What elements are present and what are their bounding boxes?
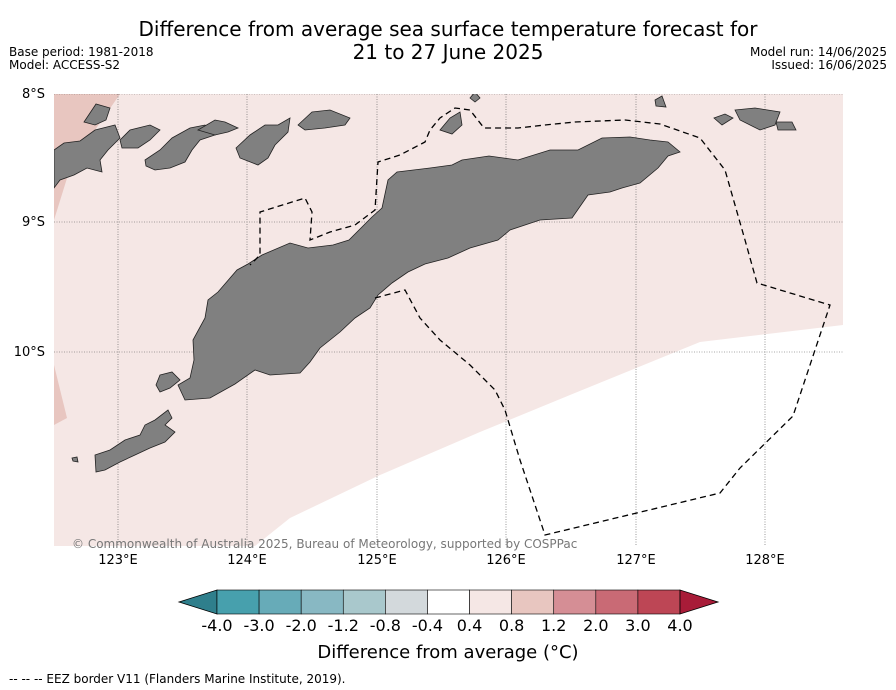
colorbar-segment: [469, 589, 512, 615]
island-babar: [734, 107, 781, 131]
colorbar-segment: [216, 589, 260, 615]
meta-right: Model run: 14/06/2025 Issued: 16/06/2025: [750, 46, 887, 72]
colorbar-tick-label: -4.0: [201, 616, 233, 635]
colorbar-tick-label: -3.0: [243, 616, 275, 635]
colorbar-tick-label: -0.4: [411, 616, 444, 635]
island-semau: [155, 371, 181, 393]
colorbar-label: Difference from average (°C): [0, 642, 896, 663]
colorbar-segment: [342, 589, 386, 615]
colorbar-segment: [258, 589, 302, 615]
issued-date: Issued: 16/06/2025: [771, 58, 887, 72]
lon-label-128e: 128°E: [745, 553, 785, 568]
colorbar-extend-high: [679, 589, 720, 615]
colorbar-segment: [595, 589, 639, 615]
island-wetar-west: [144, 124, 216, 171]
eez-legend-note: -- -- -- EEZ border V11 (Flanders Marine…: [9, 672, 346, 686]
model-run: Model run: 14/06/2025: [749, 45, 887, 59]
base-period: Base period: 1981-2018: [9, 45, 154, 59]
colorbar-segment: [427, 589, 470, 615]
island-damar: [469, 94, 481, 103]
map-title: Difference from average sea surface temp…: [0, 18, 896, 64]
model-name: Model: ACCESS-S2: [9, 58, 121, 72]
colorbar-tick-label: 0.8: [498, 616, 525, 635]
colorbar-extend-low: [177, 589, 218, 615]
colorbar-segment: [553, 589, 597, 615]
island-wetar-small: [197, 119, 240, 136]
colorbar-segment: [385, 589, 428, 615]
colorbar-tick-label: 0.4: [456, 616, 483, 635]
anomaly-region-light: [54, 94, 843, 546]
island-atauro: [235, 117, 291, 166]
lon-label-127e: 127°E: [616, 553, 656, 568]
colorbar-tick-label: 4.0: [667, 616, 693, 635]
colorbar-tick-label: -0.8: [369, 616, 401, 635]
colorbar-label-text: Difference from average (°C): [317, 642, 579, 663]
colorbar-segment: [300, 589, 344, 615]
copyright-notice: © Commonwealth of Australia 2025, Bureau…: [72, 537, 578, 551]
lon-label-125e: 125°E: [357, 553, 397, 568]
land-masses: [54, 94, 797, 473]
colorbar-segment: [511, 589, 555, 615]
island-moa: [654, 95, 667, 108]
lon-label-123e: 123°E: [98, 553, 138, 568]
title-line-2: 21 to 27 June 2025: [352, 40, 544, 64]
lat-label-10s: 10°S: [13, 345, 45, 360]
island-alor: [54, 124, 121, 189]
meta-left: Base period: 1981-2018 Model: ACCESS-S2: [9, 46, 154, 72]
island-rote: [94, 409, 176, 473]
lat-label-9s: 9°S: [21, 215, 45, 230]
island-timor: [177, 136, 681, 401]
colorbar-tick-label: -2.0: [285, 616, 317, 635]
lon-label-126e: 126°E: [486, 553, 526, 568]
island-kisar: [119, 124, 161, 149]
colorbar: [177, 589, 720, 615]
island-pantar: [83, 103, 111, 126]
anomaly-patch-sw: [54, 365, 67, 425]
eez-border: [249, 107, 831, 536]
colorbar-tick-label: -1.2: [327, 616, 359, 635]
map-area: [54, 94, 843, 546]
colorbar-tick-label: 2.0: [583, 616, 609, 635]
title-line-1: Difference from average sea surface temp…: [138, 17, 758, 41]
colorbar-segment: [637, 589, 681, 615]
colorbar-tick-label: 3.0: [625, 616, 651, 635]
island-romang: [297, 109, 351, 131]
anomaly-patch-nw: [54, 94, 120, 220]
lon-label-124e: 124°E: [227, 553, 267, 568]
island-leti: [439, 111, 463, 135]
colorbar-tick-label: 1.2: [540, 616, 567, 635]
island-babar-east: [775, 121, 797, 131]
island-sermata: [713, 113, 734, 126]
lat-label-8s: 8°S: [21, 87, 45, 102]
island-ndao: [71, 456, 79, 463]
